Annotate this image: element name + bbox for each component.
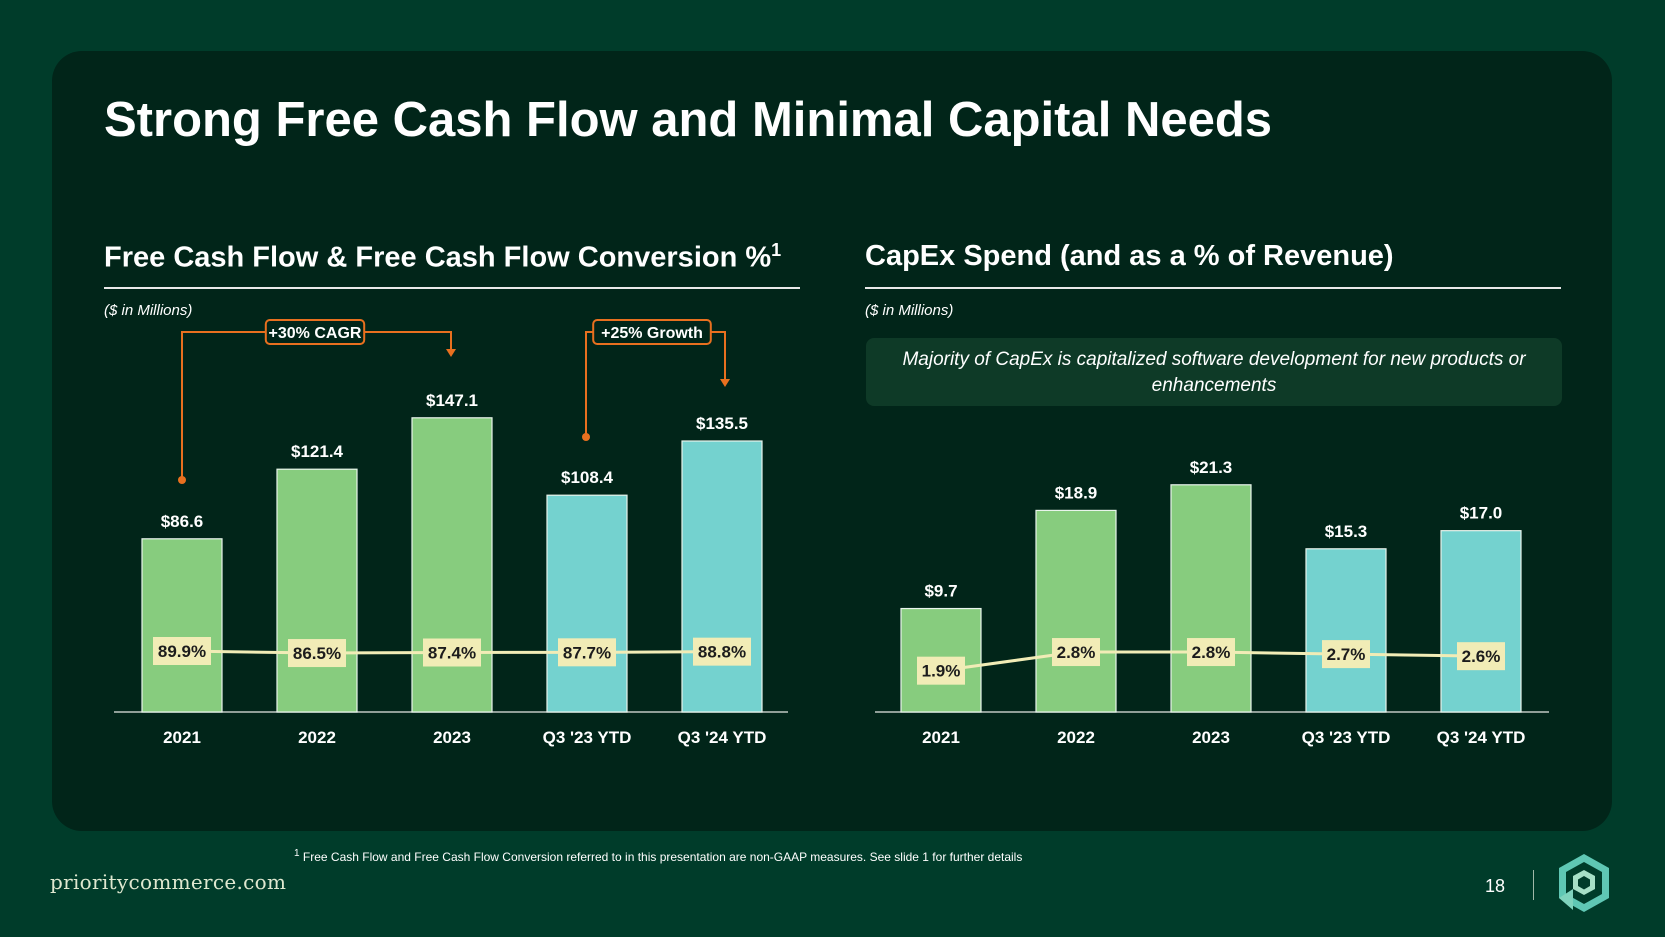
pct-label-box-0 [153,637,211,665]
pct-label-1: 2.8% [1057,643,1096,662]
pct-label-3: 2.7% [1327,645,1366,664]
bar-value-label-0: $9.7 [924,582,957,601]
bar-4 [681,440,763,713]
bar-3 [1305,548,1387,713]
bar-1 [276,468,358,713]
bar-4 [1440,530,1522,713]
footnote: 1 Free Cash Flow and Free Cash Flow Conv… [294,848,1022,864]
left-heading-rule [104,287,800,289]
pct-label-0: 1.9% [922,662,961,681]
pct-label-4: 88.8% [698,643,746,662]
bar-value-label-0: $86.6 [161,512,204,531]
x-tick-label-1: 2022 [298,728,336,747]
pct-label-box-1 [288,639,346,668]
priority-hex-logo-icon [1559,854,1609,912]
pct-label-box-4 [1457,642,1505,671]
bar-value-label-4: $135.5 [696,414,748,433]
cagr-bracket-label-box [264,319,366,345]
pct-label-box-2 [423,638,481,667]
x-tick-label-4: Q3 '24 YTD [678,728,767,747]
page-title: Strong Free Cash Flow and Minimal Capita… [104,93,1273,147]
pct-label-2: 2.8% [1192,643,1231,662]
pct-label-box-3 [558,638,616,667]
bar-value-label-1: $18.9 [1055,483,1098,502]
pct-label-1: 86.5% [293,644,341,663]
pct-label-2: 87.4% [428,644,476,663]
page-number: 18 [1485,876,1506,896]
x-tick-label-2: 2023 [1192,728,1230,747]
cagr-bracket-arrow-head [446,349,456,357]
right-units-label: ($ in Millions) [865,302,954,319]
bar-3 [546,494,628,713]
pct-label-0: 89.9% [158,642,206,661]
fcf-chart: $86.6 2021 $121.4 2022 $147.1 2023 $108.4 Q3 '2… [114,319,788,747]
growth-bracket-start-dot [582,433,590,441]
x-tick-label-4: Q3 '24 YTD [1437,728,1526,747]
bar-0 [141,538,223,713]
bar-value-label-3: $15.3 [1325,522,1368,541]
x-tick-label-3: Q3 '23 YTD [543,728,632,747]
cagr-bracket-label: +30% CAGR [269,325,362,342]
growth-bracket-label-box [592,319,712,345]
x-tick-label-0: 2021 [163,728,201,747]
bar-2 [411,417,493,713]
bar-2 [1170,484,1252,713]
growth-bracket-arrow-head [720,379,730,387]
capex-chart: $9.7 2021 $18.9 2022 $21.3 2023 $15.3 Q3 '23 YT… [875,458,1549,747]
growth-bracket-label: +25% Growth [601,325,703,342]
pct-label-box-3 [1322,640,1370,669]
left-chart-heading: Free Cash Flow & Free Cash Flow Conversi… [104,240,781,275]
pct-label-box-4 [693,637,751,666]
x-tick-label-2: 2023 [433,728,471,747]
footer-divider [1533,870,1534,900]
cagr-bracket-start-dot [178,476,186,484]
footnote-ref: 1 [771,240,782,260]
pct-label-3: 87.7% [563,643,611,662]
brand-url: prioritycommerce.com [50,870,287,894]
pct-label-box-1 [1052,638,1100,667]
left-units-label: ($ in Millions) [104,302,193,319]
pct-label-box-2 [1187,638,1235,667]
footnote-text: Free Cash Flow and Free Cash Flow Conver… [299,850,1023,864]
x-tick-label-3: Q3 '23 YTD [1302,728,1391,747]
bar-value-label-1: $121.4 [291,442,344,461]
right-chart-heading: CapEx Spend (and as a % of Revenue) [865,240,1394,272]
footnote-marker: 1 [294,848,300,859]
capex-callout: Majority of CapEx is capitalized softwar… [866,338,1562,406]
pct-label-box-0 [917,656,965,685]
bar-1 [1035,509,1117,713]
left-chart-heading-text: Free Cash Flow & Free Cash Flow Conversi… [104,241,772,274]
pct-label-4: 2.6% [1462,647,1501,666]
bar-value-label-3: $108.4 [561,468,614,487]
x-tick-label-0: 2021 [922,728,960,747]
right-heading-rule [865,287,1561,289]
bar-value-label-2: $147.1 [426,391,478,410]
bar-value-label-4: $17.0 [1460,504,1503,523]
bar-value-label-2: $21.3 [1190,458,1233,477]
x-tick-label-1: 2022 [1057,728,1095,747]
